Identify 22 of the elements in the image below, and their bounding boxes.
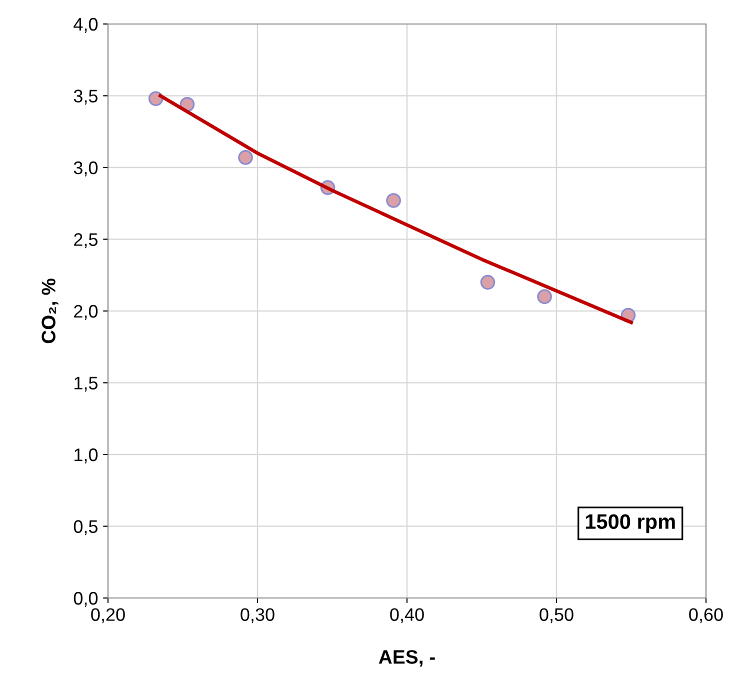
point (480, 274, 496, 290)
x-tick-label: 0,40 (390, 608, 424, 624)
annotation: 1500 rpm (586, 514, 675, 534)
y-tick-label: 4,0 (74, 18, 98, 33)
x-tick-label: 0,60 (689, 608, 723, 624)
x-tick-label: 0,30 (240, 608, 274, 624)
x-axis-title: AES, - (378, 650, 435, 667)
point (148, 91, 164, 106)
y-tick-label: 3,0 (74, 161, 98, 176)
x-tick-label: 0,20 (91, 608, 125, 624)
y-axis-title: CO₂, % (42, 278, 58, 344)
y-tick-label: 1,5 (74, 376, 98, 392)
x-tick-label: 0,50 (540, 608, 574, 624)
y-tick-label: 0,5 (74, 520, 98, 536)
y-tick-label: 1,0 (74, 448, 98, 464)
y-tick-label: 0,0 (74, 592, 98, 607)
y-tick-label: 2,5 (74, 233, 98, 248)
y-tick-label: 2,0 (74, 304, 98, 320)
point (386, 193, 401, 208)
point (537, 289, 552, 304)
point (238, 150, 253, 165)
y-tick-label: 3,5 (74, 90, 98, 105)
